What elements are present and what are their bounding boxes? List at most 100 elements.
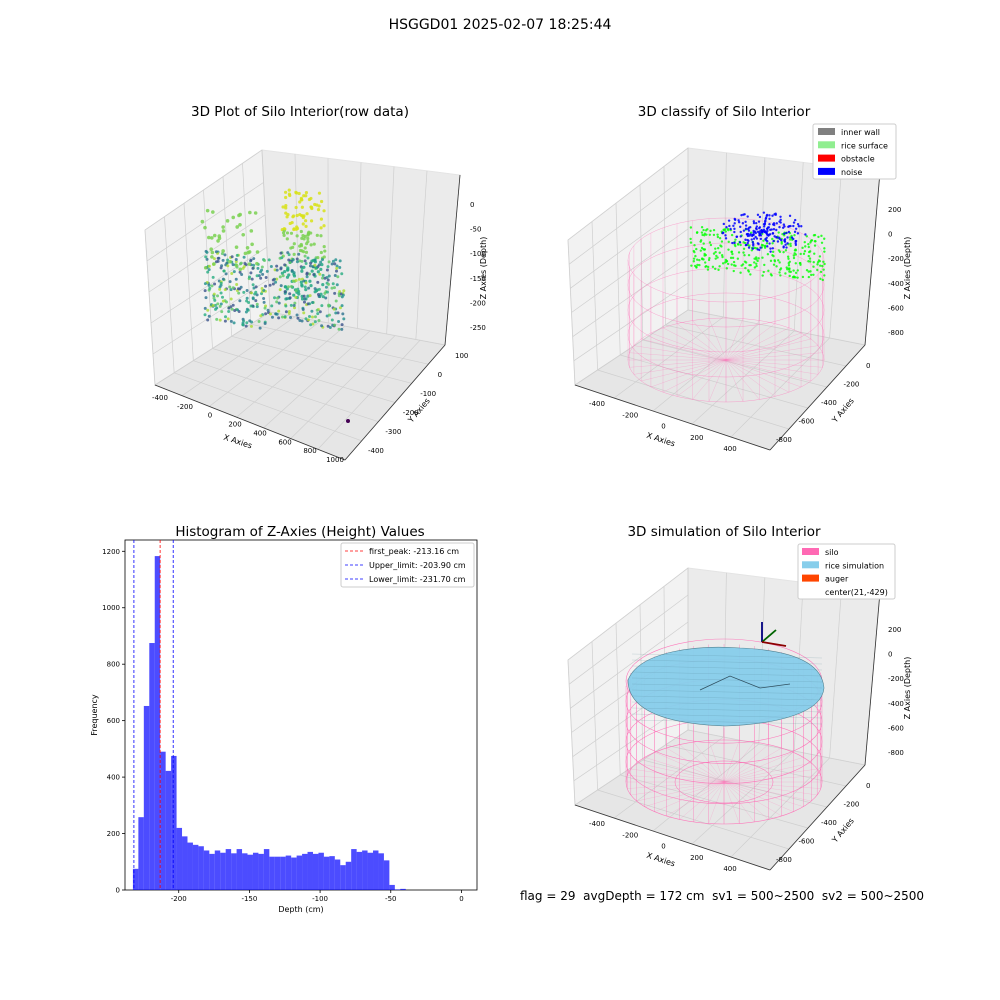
raw-axes [144, 149, 461, 461]
classify-noise-point [794, 227, 798, 230]
classify-noise-point [776, 240, 780, 243]
histogram-bar [340, 865, 346, 890]
classify-rice-point [763, 244, 767, 247]
raw-point [288, 221, 292, 226]
classify-noise-point [742, 229, 746, 232]
classify-rice-point [760, 243, 764, 247]
raw-point [301, 234, 305, 238]
simulation-gridline [864, 591, 881, 766]
raw-point [236, 287, 240, 291]
histogram-bar [252, 852, 259, 890]
classify-noise-point [782, 223, 786, 226]
classify-rice-point [792, 254, 796, 257]
simulation-silo-floor-spoke [723, 740, 740, 783]
raw-point [304, 250, 309, 254]
raw-gridline [154, 311, 271, 386]
raw-point [287, 188, 291, 192]
raw-point [239, 285, 243, 289]
histogram-legend-label: Lower_limit: -231.70 cm [369, 575, 466, 584]
classify-noise-point [771, 247, 775, 250]
classify-rice-point [794, 271, 798, 275]
raw-point [284, 304, 288, 308]
classify-gridline [665, 324, 847, 367]
raw-point [282, 228, 286, 233]
classify-rice-point [696, 263, 699, 267]
histogram-bar [356, 851, 363, 890]
raw-y-tick-label: -100 [420, 390, 436, 398]
raw-point [283, 190, 288, 194]
classify-gridline [568, 174, 689, 265]
simulation-rice-mesh-line [631, 701, 823, 707]
simulation-silo-wireframe [625, 622, 825, 825]
raw-point [235, 225, 240, 229]
classify-rice-point [776, 235, 779, 238]
raw-point [309, 205, 313, 209]
raw-point [277, 309, 281, 313]
raw-point [300, 269, 304, 273]
classify-noise-point [731, 241, 734, 245]
raw-point [290, 259, 294, 263]
classify-rice-point [780, 237, 783, 241]
classify-rice-point [700, 257, 704, 260]
classify-rice-point [789, 244, 792, 248]
simulation-silo-floor-spoke [723, 747, 782, 783]
classify-rice-point [695, 231, 699, 234]
classify-rice-point [783, 231, 786, 234]
classify-noise-point [745, 243, 748, 247]
classify-gridline [572, 255, 689, 337]
classify-noise-point [733, 222, 736, 225]
raw-point [252, 257, 256, 261]
flag-value: flag = 29 [520, 889, 576, 903]
classify-noise-point [749, 233, 752, 236]
raw-point [299, 280, 303, 284]
raw-point [226, 258, 230, 262]
raw-point [295, 226, 300, 231]
raw-point [331, 282, 335, 286]
classify-noise-point [765, 227, 769, 230]
raw-point [281, 231, 286, 235]
raw-point [257, 320, 261, 324]
histogram-x-tick-label: -50 [385, 895, 396, 903]
raw-point [313, 274, 317, 278]
classify-noise-point [762, 211, 766, 214]
raw-point [287, 309, 291, 313]
histogram-bar [389, 884, 395, 890]
classify-rice-point [784, 272, 787, 275]
raw-point [269, 264, 273, 268]
histogram-x-tick-label: -100 [312, 895, 328, 903]
classify-noise-point [739, 225, 742, 229]
raw-axis-line [444, 174, 461, 346]
histogram-legend-label: Upper_limit: -203.90 cm [369, 561, 466, 570]
raw-point [242, 255, 246, 259]
raw-point [289, 231, 294, 235]
raw-point [301, 308, 305, 312]
raw-point [326, 324, 330, 328]
raw-x-tick-label: 400 [253, 429, 266, 437]
raw-point [297, 289, 301, 294]
simulation-rice-mesh-line [631, 713, 823, 719]
classify-noise-point [792, 221, 796, 224]
classify-rice-point [794, 276, 797, 279]
raw-point [247, 250, 252, 254]
raw-point [231, 286, 235, 290]
classify-noise-point [756, 213, 760, 217]
histogram-bar [160, 751, 166, 890]
raw-point [319, 267, 323, 272]
raw-y-tick-label: -300 [385, 428, 401, 436]
classify-rice-point [778, 271, 781, 274]
histogram-bar [280, 856, 286, 890]
raw-point [340, 304, 344, 308]
classify-noise-point [758, 227, 761, 230]
raw-z-tick-label: 0 [470, 201, 474, 209]
classify-rice-point [712, 233, 716, 237]
raw-point [299, 196, 303, 200]
raw-point [262, 296, 266, 300]
raw-point [282, 233, 286, 237]
classify-legend-label: obstacle [841, 155, 875, 164]
classify-gridline [574, 309, 689, 386]
raw-point [305, 241, 309, 246]
raw-gridline [357, 162, 362, 329]
classify-noise-point [761, 229, 765, 233]
classify-rice-point [703, 254, 706, 257]
raw-point [298, 212, 302, 217]
